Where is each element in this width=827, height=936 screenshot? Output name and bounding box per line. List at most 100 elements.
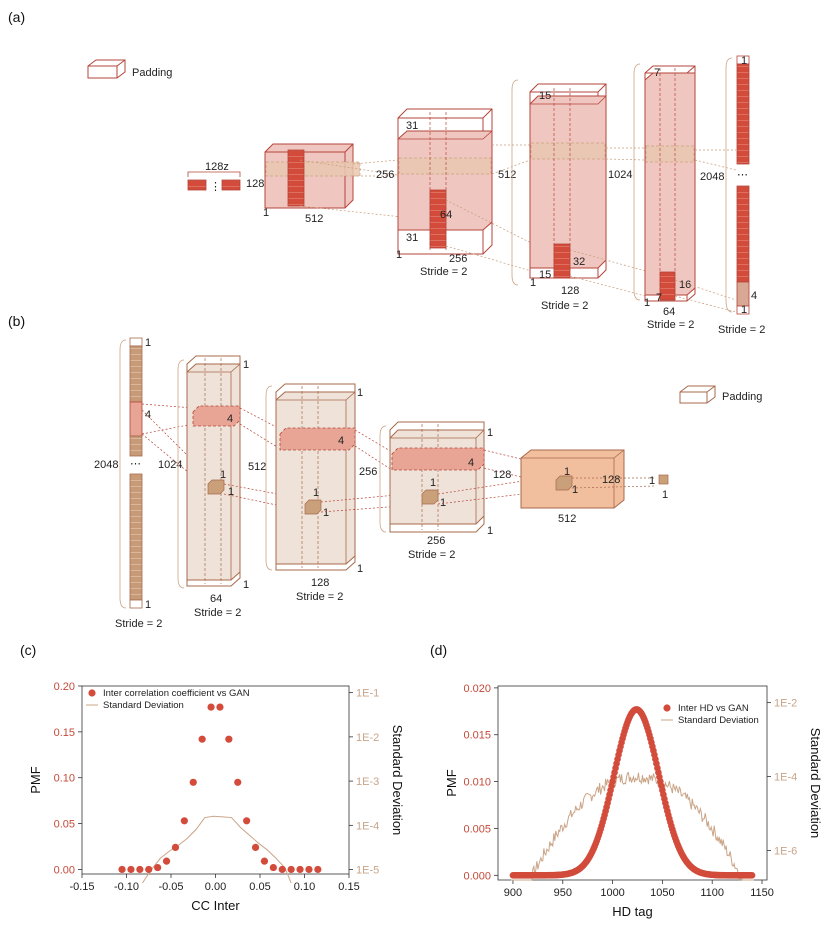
padding-legend-b: Padding (679, 385, 762, 404)
legend-marker-points (88, 689, 96, 697)
c2-width: 64 (210, 593, 222, 605)
c1-bot: 1 (145, 599, 151, 611)
c1-kernel: 4 (145, 409, 151, 421)
data-point (225, 735, 233, 743)
legend-label-points: Inter HD vs GAN (678, 703, 749, 714)
padding-legend-a: Padding (87, 59, 172, 79)
x-tick-label: 1050 (650, 887, 674, 899)
x-tick-label: 1000 (600, 887, 624, 899)
gen-layer-3: 512 15 15 32 128 1 Stride = 2 (498, 79, 607, 312)
y2-axis-title: Standard Deviation (808, 728, 823, 839)
c4-kernel: 4 (468, 457, 474, 469)
c4-stride: Stride = 2 (408, 549, 455, 561)
c4-k2: 1 (440, 497, 446, 509)
c2-bot: 1 (243, 579, 249, 591)
x-axis-title: HD tag (612, 904, 652, 919)
c3-width: 128 (311, 577, 329, 589)
disc-output: 1 1 (649, 474, 669, 501)
data-point (305, 865, 313, 874)
latent-input: 128z ⋮ (187, 161, 241, 193)
c2-height: 1024 (158, 459, 182, 471)
l3-width: 128 (561, 285, 579, 297)
x-axis-title: CC Inter (191, 898, 240, 913)
out-2: 1 (662, 489, 668, 501)
data-point (748, 872, 756, 879)
l1-height: 128 (246, 178, 264, 190)
disc-layer-3: 4 1 1 1 1 128 512 Stride = 2 (248, 383, 363, 603)
l3-stride: Stride = 2 (541, 300, 588, 312)
gen-layer-1: 128 512 1 (246, 143, 361, 225)
data-point (234, 778, 242, 786)
data-point (118, 865, 126, 874)
latent-ellipsis: ⋮ (210, 181, 221, 193)
data-point (127, 865, 135, 874)
legend-label-line: Standard Deviation (103, 700, 184, 711)
l3-top: 15 (539, 90, 551, 102)
padding-legend-a-label: Padding (132, 67, 172, 79)
c4-width: 256 (427, 535, 445, 547)
data-point (207, 703, 215, 711)
c3-top: 1 (357, 387, 363, 399)
l2-width: 256 (449, 253, 467, 265)
panel-label-b: (b) (8, 313, 25, 329)
y2-tick-label: 1E-3 (356, 776, 379, 788)
y-tick-label: 0.015 (463, 730, 491, 742)
data-point (171, 843, 180, 852)
latent-input-label: 128z (205, 161, 229, 173)
y-tick-label: 0.005 (463, 823, 491, 835)
y2-tick-label: 1E-4 (356, 820, 379, 832)
y-tick-label: 0.15 (54, 727, 75, 739)
c5-height: 128 (493, 469, 511, 481)
x-tick-label: -0.10 (114, 881, 139, 893)
l4-top: 7 (654, 67, 660, 79)
data-point (287, 865, 295, 874)
c4-height: 256 (359, 466, 377, 478)
c3-stride: Stride = 2 (296, 591, 343, 603)
l3-kernel: 32 (573, 256, 585, 268)
disc-layer-4: 4 1 1 1 1 256 256 Stride = 2 (359, 421, 493, 561)
data-point (136, 865, 144, 874)
x-tick-label: 900 (504, 887, 522, 899)
data-point (243, 817, 251, 825)
x-tick-label: -0.15 (69, 881, 94, 893)
disc-input-column: ⋯ 1 1 4 2048 Stride = 2 (94, 337, 162, 630)
l2-one: 1 (396, 249, 402, 261)
c5-depth: 128 (602, 474, 620, 486)
y-tick-label: 0.10 (54, 773, 75, 785)
gen-layer-4: 7 7 16 64 1 1024 Stride = 2 (608, 63, 696, 331)
data-point (180, 817, 188, 825)
c3-kernel: 4 (338, 435, 344, 447)
y2-tick-label: 1E-1 (356, 688, 379, 700)
padding-legend-b-label: Padding (722, 391, 762, 403)
data-point (260, 857, 269, 865)
y-tick-label: 0.010 (463, 777, 491, 789)
l5-stride: Stride = 2 (718, 324, 765, 336)
plot-frame (497, 685, 768, 881)
data-point (154, 863, 162, 872)
l1-one: 1 (263, 207, 269, 219)
c2-stride: Stride = 2 (194, 607, 241, 619)
x-tick-label: 0.10 (294, 881, 315, 893)
c1-height: 2048 (94, 459, 118, 471)
legend-marker-points (663, 704, 671, 712)
y-axis-title: PMF (28, 766, 43, 794)
gen-layer-5: ⋯ 1 1 4 2048 Stride = 2 (700, 55, 765, 336)
c4-top: 1 (487, 427, 493, 439)
y2-tick-label: 1E-2 (356, 732, 379, 744)
y-tick-label: 0.20 (54, 681, 75, 693)
c4-k1: 1 (430, 477, 436, 489)
data-point (278, 865, 286, 874)
l3-height: 512 (498, 169, 516, 181)
c5-width: 512 (558, 513, 576, 525)
c1-top: 1 (145, 337, 151, 349)
data-point (189, 778, 197, 786)
c1-stride: Stride = 2 (115, 618, 162, 630)
l2-kernel: 64 (440, 209, 452, 221)
y2-axis-title: Standard Deviation (390, 725, 405, 836)
x-tick-label: 1100 (700, 887, 724, 899)
l4-width: 64 (663, 306, 675, 318)
y-tick-label: 0.05 (54, 819, 75, 831)
chart-d: 900 950 1000 1050 1100 1150 0.000 0.005 0.010 0.0… (444, 683, 823, 919)
out-1: 1 (649, 475, 655, 487)
